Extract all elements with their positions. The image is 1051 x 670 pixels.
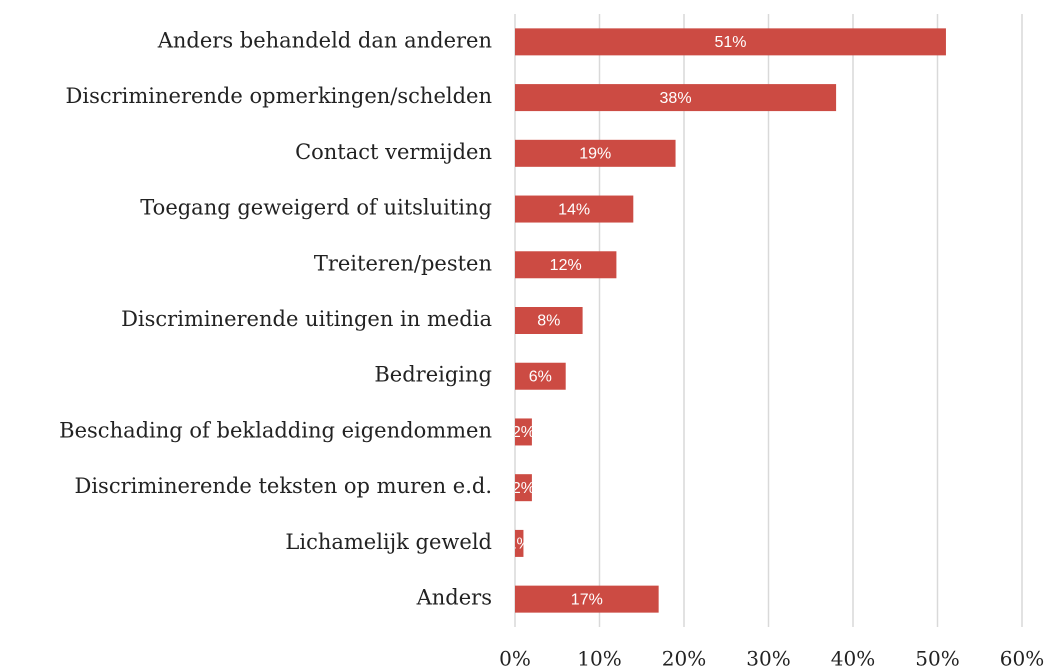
category-label: Discriminerende opmerkingen/schelden (66, 84, 492, 108)
value-label: 17% (571, 591, 603, 608)
value-label: 2% (512, 480, 535, 497)
value-label: 1% (508, 536, 531, 553)
category-label: Lichamelijk geweld (285, 530, 492, 554)
value-label: 51% (714, 34, 746, 51)
bar (515, 418, 532, 446)
bar (515, 585, 659, 613)
bar (515, 362, 566, 390)
value-label: 19% (579, 146, 611, 163)
category-label: Treiteren/pesten (314, 251, 492, 275)
x-tick-label: 30% (746, 647, 790, 670)
value-label: 6% (529, 368, 552, 385)
value-label: 38% (660, 90, 692, 107)
x-tick-label: 20% (662, 647, 706, 670)
bar (515, 84, 837, 112)
x-tick-label: 40% (831, 647, 875, 670)
category-label: Discriminerende teksten op muren e.d. (75, 474, 493, 498)
category-label: Discriminerende uitingen in media (121, 307, 492, 331)
value-label: 12% (550, 257, 582, 274)
category-label: Bedreiging (374, 363, 492, 387)
value-label: 2% (512, 424, 535, 441)
bar (515, 195, 634, 223)
value-label: 8% (537, 313, 560, 330)
bar (515, 474, 532, 502)
bar (515, 139, 676, 167)
bar (515, 529, 524, 557)
category-label: Toegang geweigerd of uitsluiting (140, 196, 492, 220)
x-tick-label: 10% (577, 647, 621, 670)
category-label: Anders (416, 586, 492, 610)
bar (515, 251, 617, 279)
x-tick-label: 60% (1000, 647, 1044, 670)
category-label: Beschading of bekladding eigendommen (59, 418, 492, 442)
category-label: Contact vermijden (295, 140, 492, 164)
x-tick-label: 50% (915, 647, 959, 670)
bar (515, 307, 583, 334)
bar (515, 28, 946, 56)
value-label: 14% (558, 201, 590, 218)
x-tick-label: 0% (499, 647, 531, 670)
category-label: Anders behandeld dan anderen (157, 28, 492, 52)
